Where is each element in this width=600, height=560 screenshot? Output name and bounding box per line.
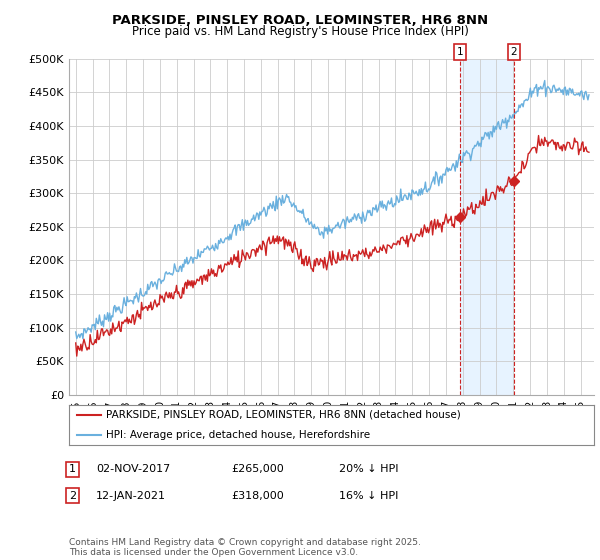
Text: £318,000: £318,000 bbox=[231, 491, 284, 501]
Text: 16% ↓ HPI: 16% ↓ HPI bbox=[339, 491, 398, 501]
Text: HPI: Average price, detached house, Herefordshire: HPI: Average price, detached house, Here… bbox=[106, 430, 370, 440]
Text: 12-JAN-2021: 12-JAN-2021 bbox=[96, 491, 166, 501]
Text: 2: 2 bbox=[511, 47, 517, 57]
Text: 1: 1 bbox=[457, 47, 463, 57]
Text: Contains HM Land Registry data © Crown copyright and database right 2025.
This d: Contains HM Land Registry data © Crown c… bbox=[69, 538, 421, 557]
Text: £265,000: £265,000 bbox=[231, 464, 284, 474]
Bar bbox=[460, 59, 514, 395]
Text: Price paid vs. HM Land Registry's House Price Index (HPI): Price paid vs. HM Land Registry's House … bbox=[131, 25, 469, 38]
Text: 1: 1 bbox=[69, 464, 76, 474]
Text: 20% ↓ HPI: 20% ↓ HPI bbox=[339, 464, 398, 474]
Text: PARKSIDE, PINSLEY ROAD, LEOMINSTER, HR6 8NN (detached house): PARKSIDE, PINSLEY ROAD, LEOMINSTER, HR6 … bbox=[106, 410, 461, 420]
Text: 2: 2 bbox=[69, 491, 76, 501]
Text: 02-NOV-2017: 02-NOV-2017 bbox=[96, 464, 170, 474]
Text: PARKSIDE, PINSLEY ROAD, LEOMINSTER, HR6 8NN: PARKSIDE, PINSLEY ROAD, LEOMINSTER, HR6 … bbox=[112, 14, 488, 27]
